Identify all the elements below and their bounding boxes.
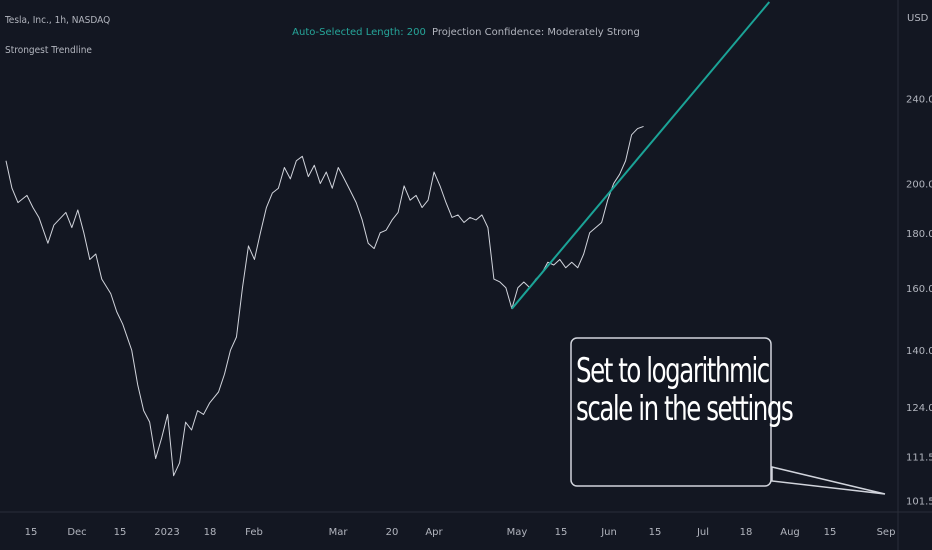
y-tick-label: 160.00 xyxy=(906,284,932,295)
y-axis-unit: USD xyxy=(907,13,929,24)
x-tick-label: Jun xyxy=(600,527,617,538)
x-tick-label: 20 xyxy=(386,527,399,538)
symbol-title[interactable]: Tesla, Inc., 1h, NASDAQ xyxy=(5,15,111,26)
indicator-title[interactable]: Strongest Trendline xyxy=(5,45,92,56)
x-tick-label: 15 xyxy=(114,527,127,538)
x-tick-label: Sep xyxy=(877,527,896,538)
annotation-line-1: Set to logarithmic xyxy=(576,351,770,391)
x-tick-label: Mar xyxy=(329,527,349,538)
indicator-status: Auto-Selected Length: 200 Projection Con… xyxy=(0,27,932,38)
x-tick-label: 15 xyxy=(555,527,568,538)
x-tick-label: 15 xyxy=(824,527,837,538)
x-tick-label: 2023 xyxy=(154,527,179,538)
x-tick-label: 15 xyxy=(25,527,38,538)
y-tick-label: 200.00 xyxy=(906,180,932,191)
time-axis[interactable]: 15 Dec 15 2023 18 Feb Mar 20 Apr May 15 Jun 15 Jul 18 A… xyxy=(25,527,896,538)
y-tick-label: 180.00 xyxy=(906,229,932,240)
annotation-text: Set to logarithmic scale in the settings xyxy=(576,351,794,429)
x-tick-label: 15 xyxy=(649,527,662,538)
y-tick-label: 101.50 xyxy=(906,496,932,507)
trend-layer xyxy=(511,1,771,310)
x-tick-label: Feb xyxy=(245,527,263,538)
price-axis[interactable]: USD 240.00 200.00 180.00 160.00 140.00 124.00 1… xyxy=(906,13,932,507)
x-tick-label: 18 xyxy=(740,527,753,538)
x-tick-label: Jul xyxy=(696,527,709,538)
x-tick-label: Aug xyxy=(780,527,800,538)
length-label: Auto-Selected Length: 200 xyxy=(292,27,426,38)
strongest-trendline[interactable] xyxy=(511,1,771,310)
annotation-line-2: scale in the settings xyxy=(576,389,794,429)
x-tick-label: May xyxy=(507,527,528,538)
y-tick-label: 124.00 xyxy=(906,403,932,414)
confidence-label: Projection Confidence: Moderately Strong xyxy=(432,27,640,38)
annotation-callout-box[interactable] xyxy=(570,337,772,487)
x-tick-label: Apr xyxy=(425,527,443,538)
x-tick-label: 18 xyxy=(204,527,217,538)
y-tick-label: 240.00 xyxy=(906,94,932,105)
y-tick-label: 140.00 xyxy=(906,346,932,357)
y-tick-label: 111.50 xyxy=(906,452,932,463)
x-tick-label: Dec xyxy=(67,527,86,538)
